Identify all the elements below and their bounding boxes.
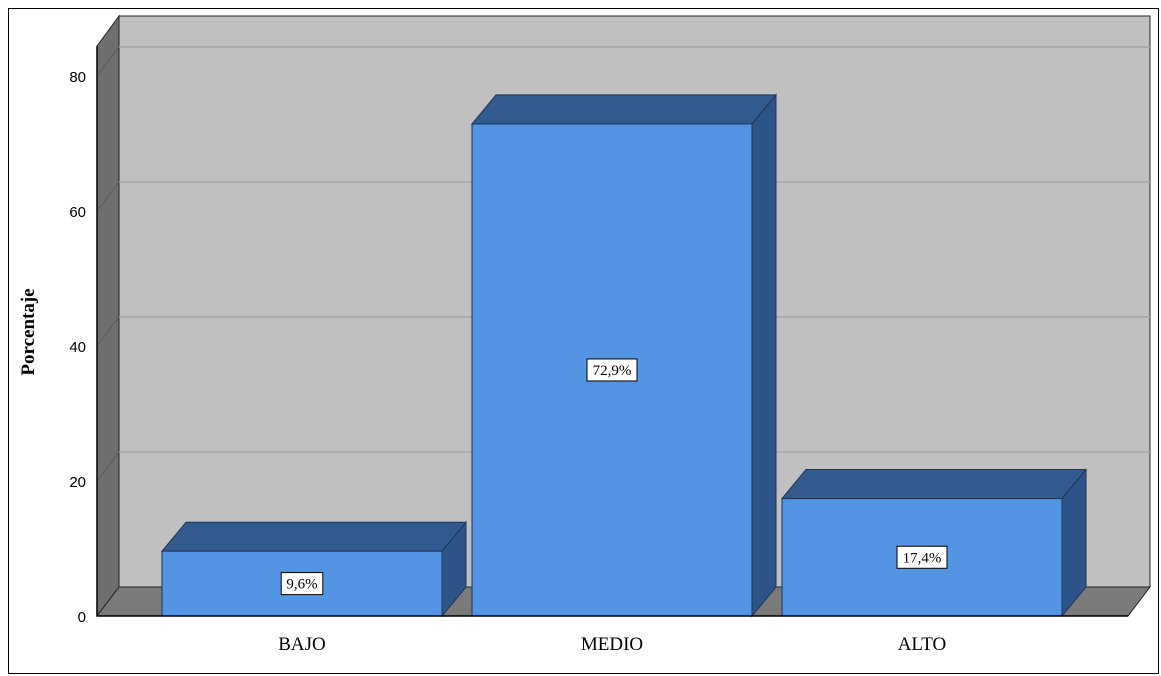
data-label: 72,9% [593,363,632,379]
data-label: 17,4% [903,550,942,566]
gridline-side [96,316,120,347]
y-tick-label: 80 [69,69,86,86]
bar-side [751,93,777,618]
bar-top [160,521,468,552]
y-tick-label: 0 [78,609,86,626]
x-tick-label: BAJO [278,634,326,655]
bar-top [470,94,778,125]
data-label-box [896,545,948,569]
y-axis-title: Porcentaje [18,288,39,375]
gridline-side [96,46,120,77]
y-tick-label: 20 [69,474,86,491]
data-label: 9,6% [286,577,317,593]
x-tick-label: ALTO [898,634,947,655]
gridline-side [96,451,120,482]
y-tick-label: 40 [69,339,86,356]
side-wall [96,14,120,618]
data-label-box [280,572,324,596]
y-tick-label: 60 [69,204,86,221]
x-tick-label: MEDIO [581,634,643,655]
bar-top [780,469,1088,500]
gridline-side [96,181,120,212]
data-label-box [586,358,638,382]
